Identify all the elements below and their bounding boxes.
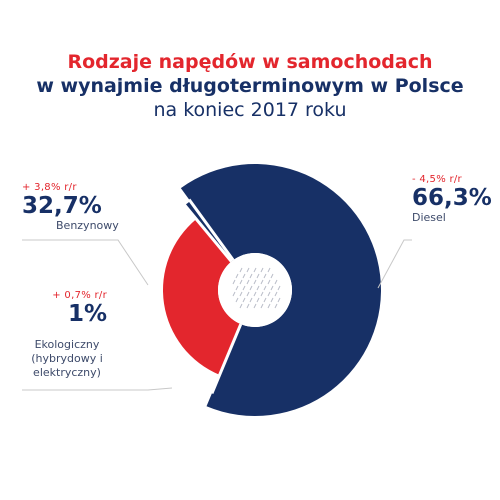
eko-name: Ekologiczny (hybrydowy i elektryczny)	[22, 338, 112, 380]
hatch-mark	[263, 297, 267, 303]
slice-diesel	[180, 164, 381, 416]
label-diesel: - 4,5% r/r 66,3% Diesel	[412, 174, 492, 225]
hatch-mark	[270, 273, 274, 279]
chart-title: Rodzaje napędów w samochodach w wynajmie…	[0, 50, 500, 122]
title-line-1: Rodzaje napędów w samochodach	[67, 51, 433, 73]
hatch-mark	[239, 303, 243, 309]
hatch-mark	[267, 291, 271, 297]
hatch-mark	[249, 297, 253, 303]
leader-diesel	[377, 239, 412, 289]
hatch-mark	[263, 285, 267, 291]
hatch-mark	[235, 297, 239, 303]
center-hatch-pattern	[232, 267, 281, 309]
hatch-mark	[246, 267, 250, 273]
eko-percent: 1%	[67, 301, 107, 327]
diesel-percent: 66,3%	[412, 185, 492, 211]
hatch-mark	[242, 297, 246, 303]
slice-benzyna	[162, 219, 241, 375]
eko-name-line-1: Ekologiczny	[34, 338, 100, 351]
hatch-mark	[246, 279, 250, 285]
hatch-mark	[263, 273, 267, 279]
slice-separator	[210, 323, 243, 394]
label-benzyna: + 3,8% r/r 32,7% Benzynowy	[22, 182, 119, 233]
hatch-mark	[249, 273, 253, 279]
title-line-2: w wynajmie długoterminowym w Polsce	[36, 75, 464, 97]
benzyna-name: Benzynowy	[56, 219, 119, 232]
hatch-mark	[246, 291, 250, 297]
hatch-mark	[232, 291, 236, 297]
eko-name-line-3: elektryczny)	[33, 366, 101, 379]
hatch-mark	[232, 279, 236, 285]
hatch-mark	[277, 297, 281, 303]
hatch-mark	[235, 273, 239, 279]
hatch-mark	[260, 303, 264, 309]
benzyna-change: + 3,8% r/r	[22, 182, 77, 193]
hatch-mark	[274, 291, 278, 297]
hatch-mark	[239, 279, 243, 285]
slice-separator	[182, 202, 233, 263]
hatch-mark	[260, 291, 264, 297]
hatch-mark	[267, 267, 271, 273]
slice-separator	[187, 198, 235, 261]
donut-hole	[218, 253, 292, 327]
title-line-3: na koniec 2017 roku	[153, 99, 347, 121]
hatch-mark	[239, 291, 243, 297]
hatch-mark	[239, 267, 243, 273]
hatch-mark	[253, 303, 257, 309]
diesel-name: Diesel	[412, 211, 446, 224]
hatch-mark	[235, 285, 239, 291]
eko-change: + 0,7% r/r	[52, 290, 107, 301]
hatch-mark	[253, 267, 257, 273]
hatch-mark	[270, 297, 274, 303]
hatch-mark	[242, 273, 246, 279]
hatch-mark	[253, 279, 257, 285]
hatch-mark	[256, 285, 260, 291]
benzyna-percent: 32,7%	[22, 193, 102, 219]
hatch-mark	[249, 285, 253, 291]
hatch-mark	[256, 273, 260, 279]
hatch-mark	[260, 267, 264, 273]
hatch-mark	[253, 291, 257, 297]
hatch-mark	[246, 303, 250, 309]
donut-slices	[162, 164, 381, 416]
hatch-mark	[267, 303, 271, 309]
leader-eko	[22, 387, 173, 391]
leader-lines	[22, 239, 412, 391]
hatch-mark	[270, 285, 274, 291]
hatch-mark	[274, 303, 278, 309]
leader-benzyna	[22, 239, 149, 286]
label-eko: + 0,7% r/r 1%	[40, 290, 107, 327]
slice-eko	[184, 201, 234, 262]
eko-name-line-2: (hybrydowy i	[31, 352, 103, 365]
hatch-mark	[267, 279, 271, 285]
hatch-mark	[260, 279, 264, 285]
hatch-mark	[277, 285, 281, 291]
hatch-mark	[242, 285, 246, 291]
diesel-change: - 4,5% r/r	[412, 174, 462, 185]
hatch-mark	[274, 279, 278, 285]
hatch-mark	[256, 297, 260, 303]
